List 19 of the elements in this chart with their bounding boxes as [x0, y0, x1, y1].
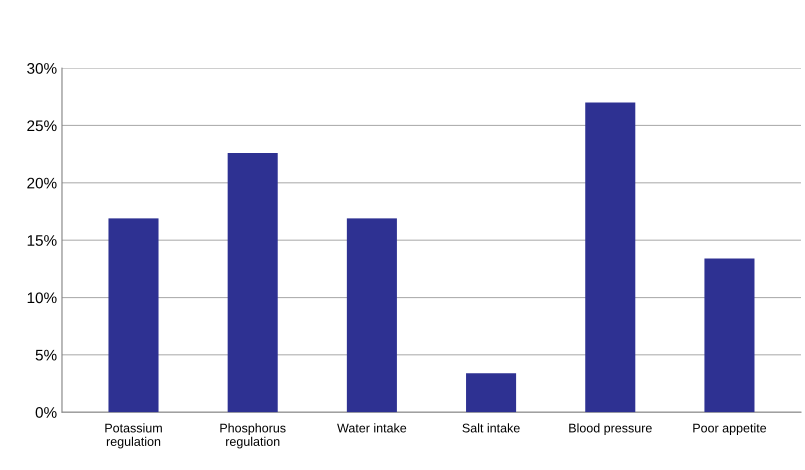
y-tick-label: 10% — [28, 292, 57, 304]
y-tick-label: 20% — [27, 178, 57, 189]
y-tick-label: 15% — [28, 235, 57, 246]
y-tick-label: 0% — [36, 407, 57, 418]
x-tick-label: Blood pressure — [569, 423, 652, 435]
bar — [108, 218, 159, 412]
bar — [346, 218, 397, 412]
x-tick-label: Poor appetite — [693, 423, 766, 435]
y-tick-label: 5% — [36, 350, 57, 361]
bar — [585, 102, 636, 412]
bar — [466, 373, 516, 412]
y-tick-label: 30% — [27, 63, 57, 74]
bar — [228, 153, 278, 412]
x-tick-label: Salt intake — [462, 423, 520, 432]
x-tick-label: Phosphorus regulation — [220, 423, 286, 448]
bar — [704, 258, 754, 412]
x-tick-label: Water intake — [337, 423, 406, 432]
x-tick-label: Potassium regulation — [105, 423, 162, 448]
y-tick-label: 25% — [27, 120, 57, 132]
